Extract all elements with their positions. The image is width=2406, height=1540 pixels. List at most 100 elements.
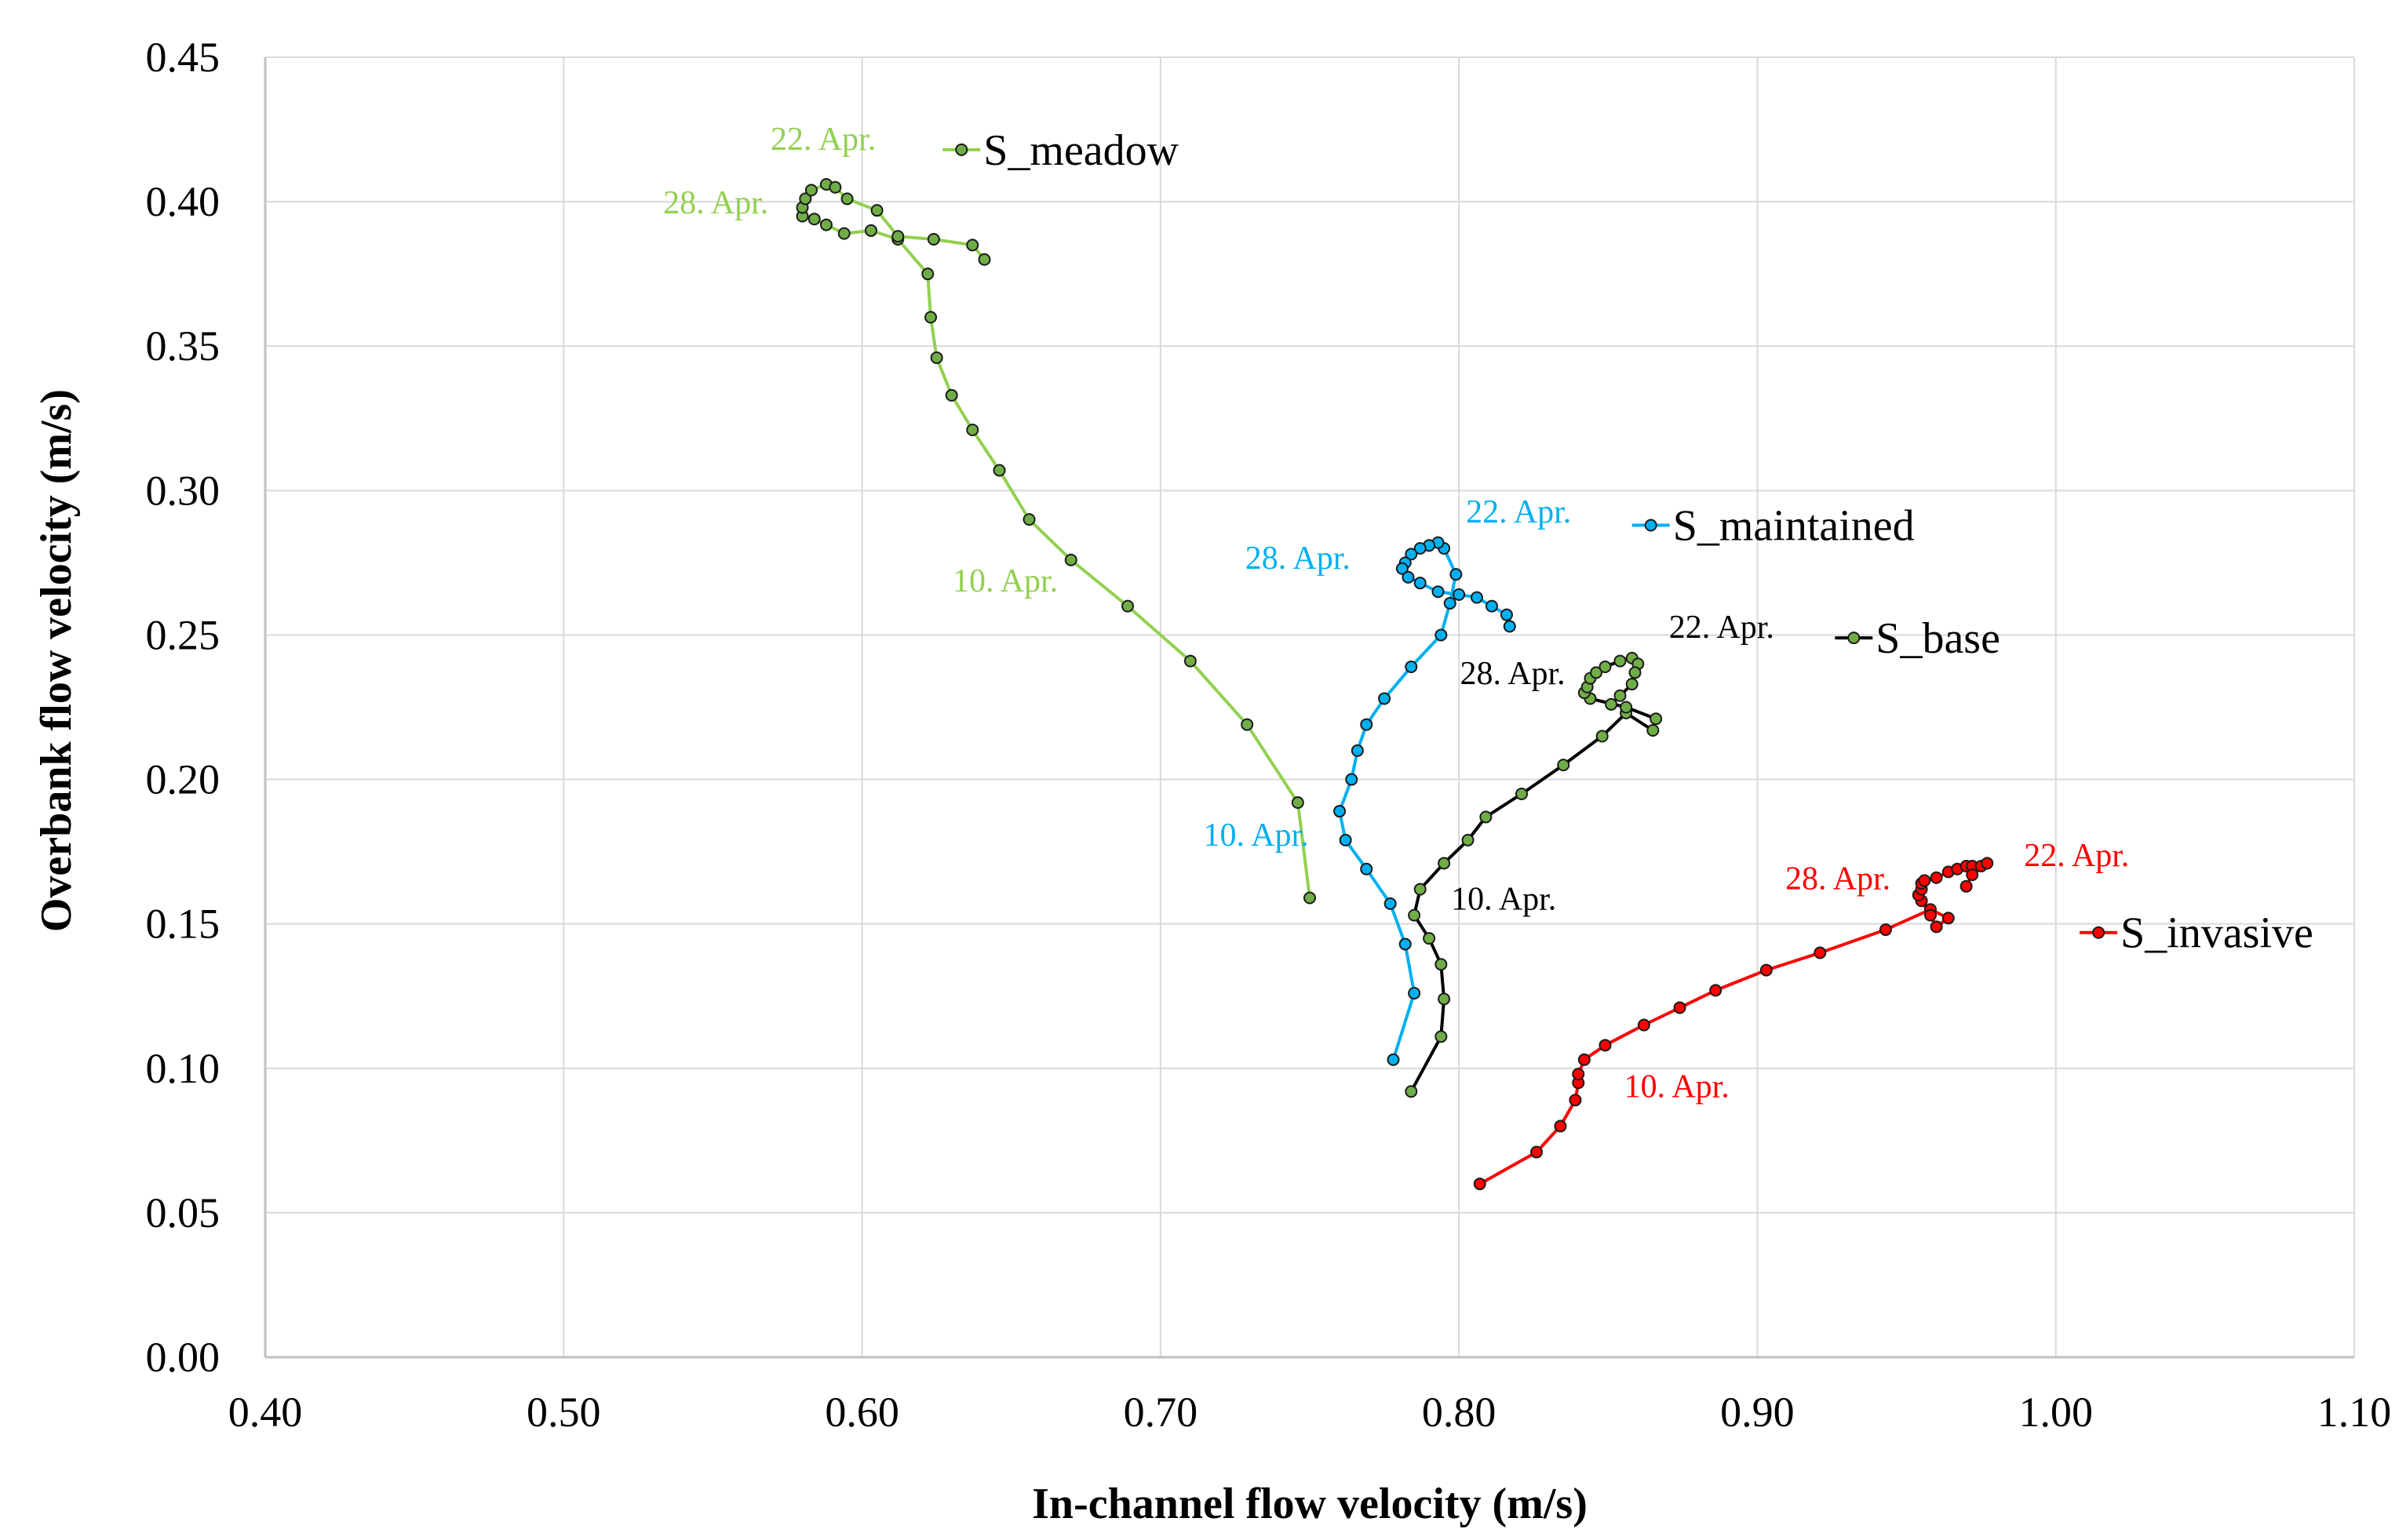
y-tick-label: 0.35 (146, 322, 221, 370)
legend-entry: S_base (1835, 614, 2000, 663)
legend-entry: S_meadow (942, 126, 1179, 175)
legend-marker (955, 143, 968, 156)
data-point (1930, 871, 1943, 884)
data-point (1479, 810, 1493, 824)
date-annotation: 28. Apr. (1460, 656, 1566, 692)
data-point (1530, 1145, 1544, 1159)
data-point (1590, 666, 1603, 679)
data-point (1599, 660, 1612, 673)
data-point (930, 351, 943, 364)
data-point (1443, 596, 1456, 610)
data-point (1577, 1053, 1591, 1066)
data-point (924, 311, 938, 324)
y-tick-label: 0.40 (146, 178, 221, 225)
data-point (1423, 932, 1436, 945)
x-tick-label: 0.90 (1720, 1389, 1795, 1436)
data-point (1378, 692, 1391, 705)
data-point (993, 464, 1006, 477)
date-annotation: 28. Apr. (663, 185, 768, 221)
data-point (1351, 744, 1364, 757)
data-point (1183, 654, 1197, 668)
data-point (1387, 1053, 1400, 1066)
x-tick-label: 1.00 (2018, 1389, 2093, 1436)
data-point (1333, 805, 1347, 818)
data-point (1650, 712, 1663, 726)
data-point (1405, 660, 1418, 673)
data-point (1923, 908, 1937, 922)
data-point (1413, 577, 1427, 590)
data-point (1473, 1178, 1486, 1191)
legend-label: S_maintained (1673, 502, 1915, 551)
data-point (829, 180, 842, 194)
data-point (1413, 541, 1427, 555)
y-axis-title: Overbank flow velocity (m/s) (32, 389, 81, 932)
data-point (1413, 883, 1427, 896)
data-point (1515, 787, 1529, 800)
legend-layer: S_meadow S_maintained S_base S_invasive (942, 126, 2313, 958)
data-point (1023, 513, 1036, 526)
date-annotation: 22. Apr. (1669, 610, 1774, 646)
data-point (1646, 723, 1660, 737)
series-s-meadow (796, 178, 1316, 905)
date-annotation: 10. Apr. (953, 563, 1058, 599)
data-point (1613, 689, 1627, 702)
data-point (1438, 857, 1451, 870)
data-point (807, 213, 821, 226)
date-annotation: 10. Apr. (1624, 1069, 1730, 1105)
data-point (1383, 897, 1397, 910)
data-point (1408, 908, 1421, 922)
series-line (1338, 541, 1511, 1061)
data-point (1941, 912, 1955, 925)
y-tick-label: 0.20 (146, 756, 221, 803)
data-point (1434, 1030, 1448, 1043)
legend-label: S_invasive (2120, 909, 2313, 958)
data-point (1673, 1001, 1686, 1014)
data-point (1637, 1018, 1650, 1032)
date-annotation: 22. Apr. (771, 122, 876, 158)
legend-entry: S_maintained (1631, 502, 1915, 551)
data-point (1449, 568, 1463, 581)
data-point (1438, 992, 1451, 1006)
date-annotation: 22. Apr. (2024, 838, 2129, 874)
data-point (1408, 987, 1421, 1000)
data-point (1613, 654, 1627, 668)
data-point (1453, 588, 1466, 601)
data-point (1121, 599, 1135, 613)
legend-entry: S_invasive (2080, 909, 2313, 958)
data-point (1405, 1085, 1418, 1098)
data-point (1291, 796, 1304, 810)
x-tick-label: 0.50 (527, 1389, 601, 1436)
x-tick-label: 0.40 (228, 1389, 303, 1436)
data-point (864, 224, 877, 237)
data-point (1918, 874, 1931, 887)
data-point (1339, 833, 1352, 846)
annotations-layer: 22. Apr.28. Apr.10. Apr.22. Apr.28. Apr.… (663, 122, 2129, 1105)
y-tick-label: 0.45 (146, 34, 221, 81)
data-point (1303, 891, 1316, 905)
y-tick-label: 0.05 (146, 1189, 221, 1236)
data-point (1605, 697, 1618, 711)
data-point (819, 218, 833, 231)
x-tick-label: 1.10 (2317, 1389, 2392, 1436)
data-point (1360, 718, 1373, 731)
data-point (1814, 946, 1827, 959)
date-annotation: 22. Apr. (1466, 494, 1571, 530)
data-point (1402, 570, 1415, 584)
series-s-base (1405, 651, 1663, 1098)
x-tick-label: 0.70 (1124, 1389, 1198, 1436)
data-point (1628, 666, 1642, 679)
x-axis-title: In-channel flow velocity (m/s) (1032, 1480, 1588, 1528)
data-point (927, 232, 940, 246)
x-tick-label: 0.80 (1422, 1389, 1496, 1436)
data-point (1345, 773, 1358, 786)
data-point (1569, 1094, 1582, 1107)
y-tick-label: 0.15 (146, 901, 221, 948)
data-point (1709, 984, 1722, 997)
data-point (1485, 599, 1498, 613)
y-tick-label: 0.00 (146, 1334, 221, 1381)
data-point (1554, 1120, 1567, 1133)
data-point (1398, 937, 1412, 951)
series-line (800, 183, 1311, 898)
data-point (1405, 548, 1418, 561)
